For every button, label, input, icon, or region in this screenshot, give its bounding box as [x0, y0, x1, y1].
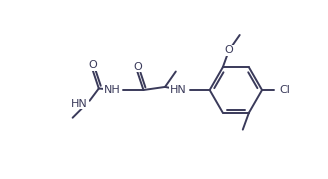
Text: HN: HN: [71, 99, 88, 109]
Text: HN: HN: [170, 85, 187, 95]
Text: NH: NH: [104, 85, 120, 95]
Text: Cl: Cl: [279, 85, 290, 95]
Text: O: O: [225, 45, 233, 55]
Text: O: O: [88, 60, 97, 70]
Text: O: O: [133, 62, 142, 72]
